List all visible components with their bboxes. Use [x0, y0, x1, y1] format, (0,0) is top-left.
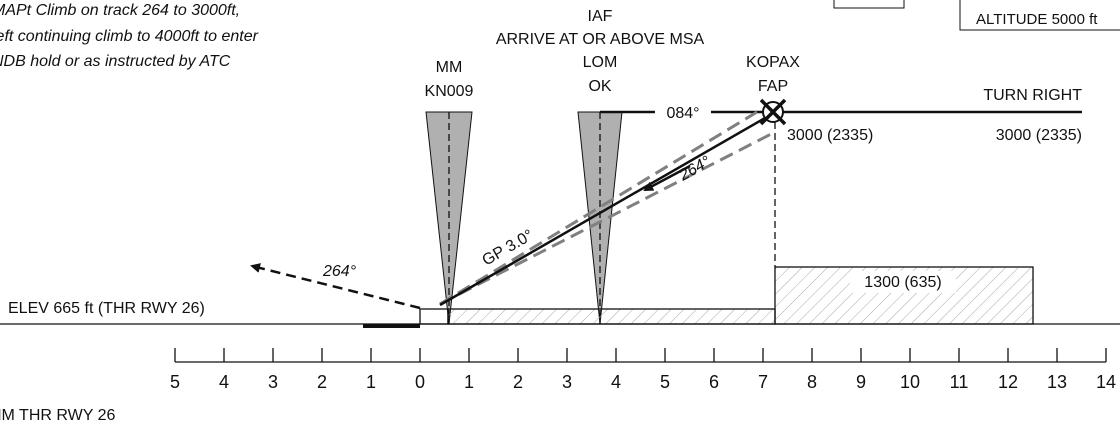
glide-path-label: GP 3.0° [480, 227, 537, 270]
missed-track-label: 264° [322, 263, 357, 280]
turn-right-label: TURN RIGHT [983, 87, 1082, 104]
glide-path-line [439, 112, 773, 307]
distance-scale-label: 1 [366, 372, 376, 392]
missed-approach-path [250, 263, 421, 310]
approach-obstacle-area [447, 308, 776, 325]
kopax-type: FAP [758, 78, 788, 95]
distance-scale-label: 13 [1047, 372, 1067, 392]
kopax-label: KOPAX [746, 54, 800, 71]
distance-scale-label: 2 [513, 372, 523, 392]
distance-scale-caption: NM THR RWY 26 [0, 407, 115, 423]
distance-scale-label: 4 [611, 372, 621, 392]
distance-scale-label: 4 [219, 372, 229, 392]
altitude-box [959, 0, 1120, 31]
distance-scale-label: 10 [900, 372, 920, 392]
distance-scale-label: 9 [856, 372, 866, 392]
distance-scale-label: 1 [464, 372, 474, 392]
lom-label: LOM [583, 54, 618, 71]
altitude-box-text: ALTITUDE 5000 ft [976, 11, 1098, 28]
inbound-track-label: 084° [666, 105, 699, 122]
top-box-partial [833, 0, 905, 9]
distance-scale-label: 0 [415, 372, 425, 392]
distance-scale-label: 12 [998, 372, 1018, 392]
distance-scale-label: 3 [268, 372, 278, 392]
distance-scale-label: 3 [562, 372, 572, 392]
distance-scale-label: 6 [709, 372, 719, 392]
missed-approach-note-line-2: left continuing climb to 4000ft to enter [0, 28, 259, 45]
lom-ident: OK [588, 78, 611, 95]
iaf-instruction: ARRIVE AT OR ABOVE MSA [496, 31, 705, 48]
fap-altitude: 3000 (2335) [787, 127, 873, 144]
obstacle-altitude: 1300 (635) [864, 274, 941, 291]
iaf-label: IAF [588, 8, 613, 25]
mm-ident: KN009 [425, 83, 474, 100]
turn-altitude: 3000 (2335) [996, 127, 1082, 144]
distance-scale-label: 11 [950, 372, 969, 392]
runway-bar [363, 324, 420, 328]
threshold-step [419, 308, 449, 325]
fap-fix-icon [759, 98, 787, 126]
missed-approach-note-line-1: MAPt Climb on track 264 to 3000ft, [0, 2, 240, 19]
obstacle-altitude-bg [850, 271, 956, 293]
elevation-label: ELEV 665 ft (THR RWY 26) [8, 300, 205, 317]
mm-label: MM [436, 59, 463, 76]
distance-scale-label: 8 [807, 372, 817, 392]
distance-scale-label: 14 [1096, 372, 1116, 392]
distance-scale-ticks: 5 4 3 2 1 0 1 2 3 4 5 6 7 8 9 10 11 12 13 14 [170, 348, 1116, 392]
distance-scale-label: 5 [170, 372, 180, 392]
approach-direction-arrow [643, 164, 691, 192]
distance-scale-label: 7 [758, 372, 768, 392]
missed-approach-note-line-3: NDB hold or as instructed by ATC [0, 53, 231, 70]
inbound-track-label-bg [655, 100, 711, 122]
distance-scale-label: 5 [660, 372, 670, 392]
distance-scale-label: 2 [317, 372, 327, 392]
